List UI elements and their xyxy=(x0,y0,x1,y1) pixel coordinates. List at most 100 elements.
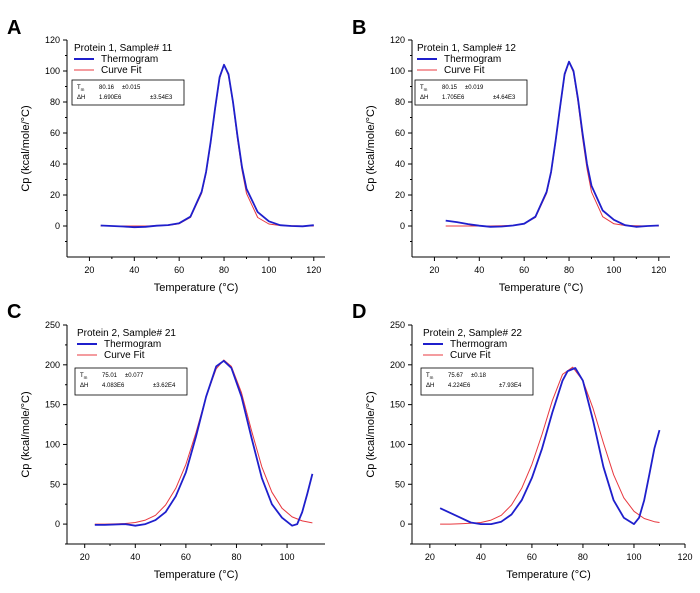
y-tick-label: 80 xyxy=(50,97,60,107)
y-tick-label: 100 xyxy=(45,439,60,449)
legend-label: Thermogram xyxy=(104,339,161,350)
fit-error: ±0.019 xyxy=(465,85,484,91)
x-tick-label: 40 xyxy=(474,265,484,275)
y-tick-label: 0 xyxy=(55,221,60,231)
x-tick-label: 100 xyxy=(626,552,641,562)
panel-a: A 20 40 60 80 100 120 0 20 40 60 80 100 120 Temperatur… xyxy=(7,17,325,294)
y-tick-label: 40 xyxy=(395,159,405,169)
legend-label: Curve Fit xyxy=(101,65,142,76)
panel-title: Protein 1, Sample# 11 xyxy=(74,43,173,54)
panel-label: C xyxy=(7,301,21,323)
panel-c: C 20 40 60 80 100 0 50 100 150 200 250 Temperature (… xyxy=(7,301,325,581)
panel-b: B 20 40 60 80 100 120 0 20 40 60 80 100 120 Temperatur… xyxy=(352,17,670,294)
y-tick-label: 50 xyxy=(50,479,60,489)
y-tick-label: 0 xyxy=(55,519,60,529)
panel-label: A xyxy=(7,17,21,39)
x-tick-label: 60 xyxy=(519,265,529,275)
x-tick-label: 100 xyxy=(261,265,276,275)
x-axis-label: Temperature (°C) xyxy=(499,282,583,294)
panel-title: Protein 2, Sample# 21 xyxy=(77,328,176,339)
fit-error: ±0.015 xyxy=(122,85,141,91)
y-tick-label: 100 xyxy=(390,439,405,449)
y-tick-label: 120 xyxy=(45,35,60,45)
x-tick-label: 100 xyxy=(280,552,295,562)
x-tick-label: 20 xyxy=(80,552,90,562)
panel-title: Protein 2, Sample# 22 xyxy=(423,328,522,339)
y-tick-label: 80 xyxy=(395,97,405,107)
y-tick-label: 60 xyxy=(395,128,405,138)
y-tick-label: 200 xyxy=(45,360,60,370)
fit-table-box xyxy=(414,79,528,106)
thermogram-line xyxy=(445,60,659,228)
fit-error: ±4.64E3 xyxy=(493,95,516,101)
y-tick-label: 100 xyxy=(390,66,405,76)
fit-value: 4.224E6 xyxy=(448,383,471,389)
x-tick-label: 120 xyxy=(651,265,666,275)
legend-label: Thermogram xyxy=(444,54,501,65)
x-tick-label: 20 xyxy=(429,265,439,275)
fit-param: Tm xyxy=(420,85,428,92)
x-tick-label: 20 xyxy=(84,265,94,275)
fit-error: ±3.62E4 xyxy=(153,383,176,389)
fit-error: ±3.54E3 xyxy=(150,95,173,101)
x-axis-label: Temperature (°C) xyxy=(154,569,238,581)
x-tick-label: 40 xyxy=(130,552,140,562)
y-axis-label: Cp (kcal/mole/°C) xyxy=(20,391,32,477)
fit-table-box xyxy=(71,79,185,106)
legend-label: Thermogram xyxy=(101,54,158,65)
fit-param: Tm xyxy=(426,373,434,380)
y-tick-label: 200 xyxy=(390,360,405,370)
fit-error: ±0.18 xyxy=(471,373,487,379)
legend-label: Curve Fit xyxy=(444,65,485,76)
x-tick-label: 80 xyxy=(564,265,574,275)
x-tick-label: 40 xyxy=(476,552,486,562)
legend-label: Thermogram xyxy=(450,339,507,350)
y-tick-label: 20 xyxy=(50,190,60,200)
fit-table-box xyxy=(420,367,534,396)
fit-param: ΔH xyxy=(77,95,85,101)
thermogram-line xyxy=(94,359,314,527)
y-tick-label: 100 xyxy=(45,66,60,76)
fit-error: ±0.077 xyxy=(125,373,144,379)
fit-param: ΔH xyxy=(420,95,428,101)
y-axis-label: Cp (kcal/mole/°C) xyxy=(365,105,377,191)
y-tick-label: 150 xyxy=(390,400,405,410)
fit-value: 1.705E6 xyxy=(442,95,465,101)
fit-param: Tm xyxy=(80,373,88,380)
y-tick-label: 60 xyxy=(50,128,60,138)
fit-value: 1.690E6 xyxy=(99,95,122,101)
fit-error: ±7.93E4 xyxy=(499,383,522,389)
y-tick-label: 20 xyxy=(395,190,405,200)
y-tick-label: 50 xyxy=(395,479,405,489)
x-tick-label: 120 xyxy=(677,552,692,562)
y-tick-label: 40 xyxy=(50,159,60,169)
y-tick-label: 150 xyxy=(45,400,60,410)
fit-param: Tm xyxy=(77,85,85,92)
y-tick-label: 0 xyxy=(400,221,405,231)
x-axis-label: Temperature (°C) xyxy=(506,569,590,581)
x-axis-label: Temperature (°C) xyxy=(154,282,238,294)
fit-param: ΔH xyxy=(80,383,88,389)
x-tick-label: 40 xyxy=(129,265,139,275)
y-tick-label: 0 xyxy=(400,519,405,529)
fit-value: 4.083E6 xyxy=(102,383,125,389)
thermogram-line xyxy=(100,63,314,229)
y-tick-label: 250 xyxy=(45,320,60,330)
fit-table-box xyxy=(74,367,188,396)
panel-title: Protein 1, Sample# 12 xyxy=(417,43,516,54)
x-tick-label: 80 xyxy=(231,552,241,562)
y-tick-label: 120 xyxy=(390,35,405,45)
x-tick-label: 60 xyxy=(181,552,191,562)
y-tick-label: 250 xyxy=(390,320,405,330)
fit-value: 80.15 xyxy=(442,85,458,91)
legend-label: Curve Fit xyxy=(104,350,145,361)
panel-d: D 20 40 60 80 100 120 0 50 100 150 200 250 Temperatur… xyxy=(352,301,693,581)
legend-label: Curve Fit xyxy=(450,350,491,361)
fit-param: ΔH xyxy=(426,383,434,389)
thermogram-line xyxy=(439,367,661,525)
x-tick-label: 80 xyxy=(219,265,229,275)
panel-label: B xyxy=(352,17,366,39)
x-tick-label: 20 xyxy=(425,552,435,562)
x-tick-label: 60 xyxy=(527,552,537,562)
